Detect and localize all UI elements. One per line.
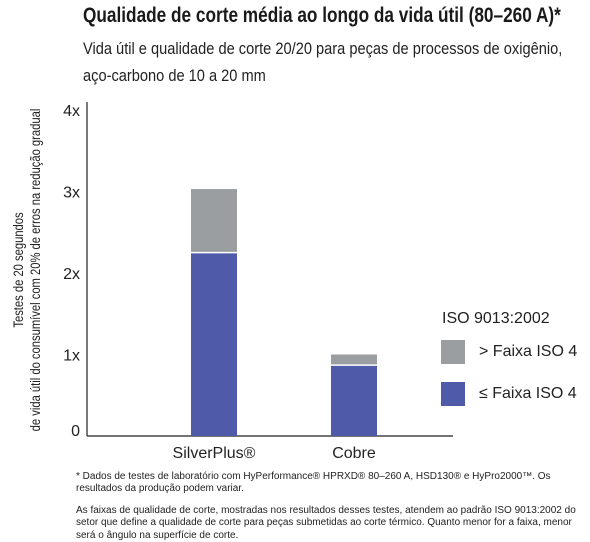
y-axis-label-line-2: de vida útil do consumível com 20% de er… (28, 108, 43, 432)
chart-subtitle-line-2: aço-carbono de 10 a 20 mm (83, 66, 266, 85)
x-tick-label-silverplus: SilverPlus® (173, 445, 256, 462)
bar-cobre-below-iso4 (331, 365, 377, 436)
chart-subtitle-line-1: Vida útil e qualidade de corte 20/20 par… (83, 39, 563, 58)
chart-title: Qualidade de corte média ao longo da vid… (83, 4, 561, 27)
legend-swatch-below-iso4 (441, 382, 465, 406)
bar-silverplus-above-iso4 (191, 189, 237, 253)
legend-item-above-iso4: > Faixa ISO 4 (441, 340, 577, 364)
y-tick-label-0: 0 (71, 423, 80, 440)
y-axis-label-line-1: Testes de 20 segundos (11, 212, 26, 328)
y-tick-label-4: 4x (63, 103, 80, 120)
legend-item-below-iso4: ≤ Faixa ISO 4 (441, 382, 577, 406)
y-tick-label-2: 2x (63, 266, 80, 283)
x-tick-label-cobre: Cobre (332, 445, 376, 462)
footnote-data-source: * Dados de testes de laboratório com HyP… (76, 471, 551, 495)
bar-cobre-above-iso4 (331, 354, 377, 366)
y-tick-label-3: 3x (63, 185, 80, 202)
legend-swatch-above-iso4 (441, 340, 465, 364)
legend-label-above-iso4: > Faixa ISO 4 (479, 343, 578, 360)
bar-silverplus-below-iso4 (191, 252, 237, 436)
y-tick-label-1: 1x (63, 348, 80, 365)
legend-title: ISO 9013:2002 (442, 310, 550, 327)
footnote-iso-explanation: As faixas de qualidade de corte, mostrad… (76, 505, 576, 541)
legend-label-below-iso4: ≤ Faixa ISO 4 (479, 385, 577, 402)
